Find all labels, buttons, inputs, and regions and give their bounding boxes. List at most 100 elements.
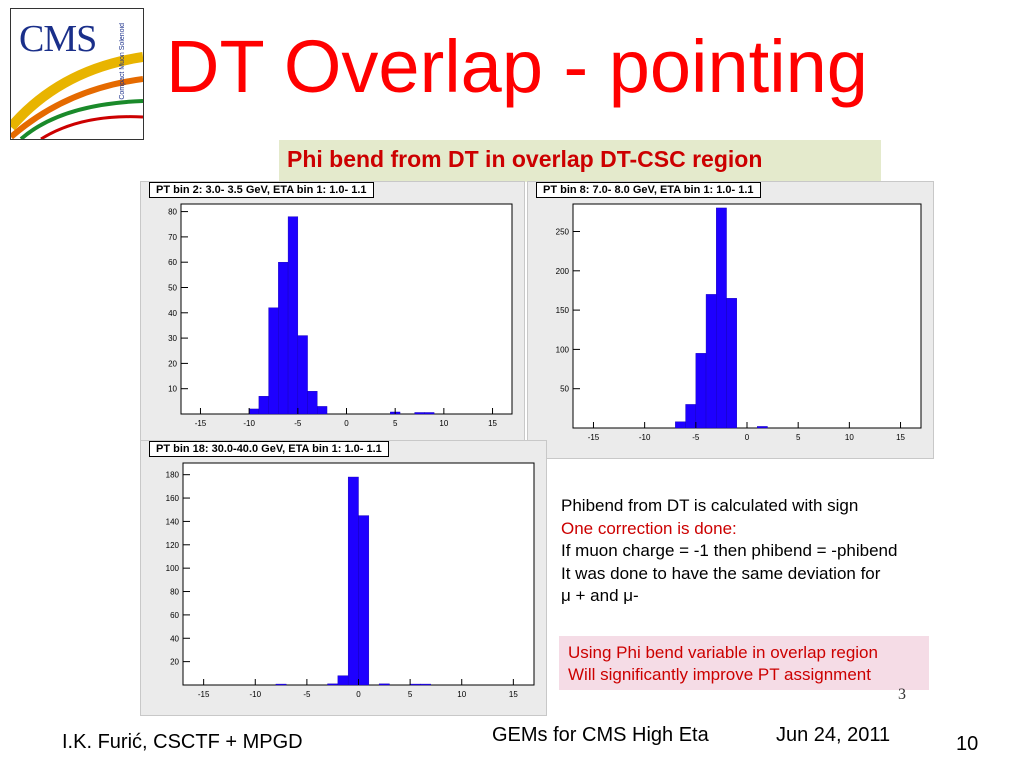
histogram-bar bbox=[317, 406, 328, 415]
y-tick-label: 200 bbox=[556, 267, 570, 276]
histogram-bar bbox=[358, 515, 370, 686]
x-tick-label: 15 bbox=[896, 433, 905, 442]
histogram-bar bbox=[424, 412, 435, 415]
notes-line: It was done to have the same deviation f… bbox=[561, 563, 881, 583]
histogram-plot: -15 -10 -5 0 5 10 15 20 40 60 80 100 120 140 160 180 bbox=[166, 462, 535, 699]
slide-title: DT Overlap - pointing bbox=[166, 25, 868, 108]
y-tick-label: 30 bbox=[168, 334, 177, 343]
highlight-line: Will significantly improve PT assignment bbox=[568, 665, 871, 684]
histogram-bar bbox=[307, 391, 318, 415]
y-tick-label: 70 bbox=[168, 233, 177, 242]
histogram-plot: -15 -10 -5 0 5 10 15 10 20 30 40 50 60 70 80 bbox=[168, 203, 513, 428]
x-tick-label: 0 bbox=[745, 433, 750, 442]
histogram-bar bbox=[268, 307, 279, 415]
x-tick-label: -15 bbox=[588, 433, 600, 442]
histogram-bar bbox=[337, 675, 349, 686]
histogram-bar bbox=[297, 335, 308, 415]
x-tick-label: 0 bbox=[344, 419, 349, 428]
footer-date: Jun 24, 2011 bbox=[776, 724, 891, 746]
histogram-bar bbox=[248, 408, 260, 415]
y-tick-label: 60 bbox=[170, 611, 179, 620]
footer-page-number: 10 bbox=[956, 733, 979, 755]
y-tick-label: 140 bbox=[166, 517, 180, 526]
y-tick-label: 100 bbox=[556, 345, 570, 354]
histogram-bar bbox=[695, 353, 707, 429]
y-tick-label: 180 bbox=[166, 471, 180, 480]
histogram-bar bbox=[685, 404, 697, 429]
x-tick-label: 10 bbox=[845, 433, 854, 442]
y-tick-label: 100 bbox=[166, 564, 180, 573]
histogram-bar bbox=[378, 683, 390, 686]
histogram-bar bbox=[287, 216, 299, 415]
histogram-bar bbox=[675, 421, 686, 429]
histogram-title: PT bin 18: 30.0-40.0 GeV, ETA bin 1: 1.0… bbox=[149, 441, 389, 457]
highlight-line: Using Phi bend variable in overlap regio… bbox=[568, 643, 878, 662]
x-tick-label: -10 bbox=[243, 419, 255, 428]
histogram-panel-pt-bin-18: PT bin 18: 30.0-40.0 GeV, ETA bin 1: 1.0… bbox=[140, 440, 547, 716]
footer-author: I.K. Furić, CSCTF + MPGD bbox=[62, 731, 303, 753]
y-tick-label: 60 bbox=[168, 258, 177, 267]
y-tick-label: 50 bbox=[560, 385, 569, 394]
y-tick-label: 20 bbox=[170, 658, 179, 667]
x-tick-label: 10 bbox=[439, 419, 448, 428]
histogram-bar bbox=[716, 207, 727, 429]
histogram-bar bbox=[705, 294, 717, 429]
x-tick-label: 15 bbox=[509, 690, 518, 699]
notes-line: If muon charge = -1 then phibend = -phib… bbox=[561, 541, 898, 560]
x-tick-label: -5 bbox=[294, 419, 302, 428]
histogram-title: PT bin 8: 7.0- 8.0 GeV, ETA bin 1: 1.0- … bbox=[536, 182, 761, 198]
inner-page-number: 3 bbox=[898, 686, 906, 703]
histogram-bar bbox=[726, 298, 737, 429]
x-tick-label: -5 bbox=[692, 433, 700, 442]
cms-logo-text: CMS bbox=[19, 18, 97, 60]
x-tick-label: -15 bbox=[198, 690, 210, 699]
histogram-bar bbox=[347, 476, 359, 686]
cms-logo: CMS Compact Muon Solenoid bbox=[10, 8, 144, 140]
subtitle-band bbox=[279, 140, 881, 182]
y-tick-label: 40 bbox=[170, 634, 179, 643]
histogram-bar bbox=[258, 396, 269, 415]
y-tick-label: 160 bbox=[166, 494, 180, 503]
highlight-box bbox=[559, 636, 929, 690]
y-tick-label: 50 bbox=[168, 283, 177, 292]
histogram-bar bbox=[757, 426, 768, 429]
y-tick-label: 80 bbox=[170, 588, 179, 597]
y-tick-label: 20 bbox=[168, 359, 177, 368]
histogram-bar bbox=[420, 683, 431, 686]
slide-subtitle: Phi bend from DT in overlap DT-CSC regio… bbox=[287, 146, 763, 172]
highlight-text: Using Phi bend variable in overlap regio… bbox=[568, 642, 878, 686]
x-tick-label: -10 bbox=[249, 690, 261, 699]
x-tick-label: -10 bbox=[639, 433, 651, 442]
histogram-bar bbox=[327, 683, 339, 686]
y-tick-label: 150 bbox=[556, 306, 570, 315]
y-tick-label: 80 bbox=[168, 208, 177, 217]
histogram-panel-pt-bin-8: PT bin 8: 7.0- 8.0 GeV, ETA bin 1: 1.0- … bbox=[527, 181, 934, 459]
y-tick-label: 40 bbox=[168, 309, 177, 318]
x-tick-label: 0 bbox=[356, 690, 361, 699]
notes-line: Phibend from DT is calculated with sign bbox=[561, 496, 859, 515]
histogram-bar bbox=[414, 412, 425, 415]
notes-text: Phibend from DT is calculated with sign … bbox=[561, 495, 897, 608]
footer-event: GEMs for CMS High Eta bbox=[492, 724, 709, 746]
x-tick-label: 5 bbox=[408, 690, 413, 699]
x-tick-label: -15 bbox=[195, 419, 207, 428]
histogram-bar bbox=[278, 261, 289, 415]
notes-line: One correction is done: bbox=[561, 518, 737, 538]
histogram-title: PT bin 2: 3.0- 3.5 GeV, ETA bin 1: 1.0- … bbox=[149, 182, 374, 198]
x-tick-label: 15 bbox=[488, 419, 497, 428]
histogram-bar bbox=[409, 683, 421, 686]
x-tick-label: 5 bbox=[393, 419, 398, 428]
x-tick-label: -5 bbox=[303, 690, 311, 699]
cms-logo-arcs-icon bbox=[11, 52, 143, 139]
cms-logo-subtext: Compact Muon Solenoid bbox=[119, 23, 126, 100]
plot-frame bbox=[180, 203, 513, 415]
y-tick-label: 250 bbox=[556, 228, 570, 237]
histogram-plot: -15 -10 -5 0 5 10 15 50 100 150 200 250 bbox=[556, 203, 922, 442]
histogram-bar bbox=[275, 683, 287, 686]
plot-frame bbox=[572, 203, 922, 429]
y-tick-label: 10 bbox=[168, 385, 177, 394]
x-tick-label: 5 bbox=[796, 433, 801, 442]
notes-line: μ + and μ- bbox=[561, 586, 639, 605]
histogram-panel-pt-bin-2: PT bin 2: 3.0- 3.5 GeV, ETA bin 1: 1.0- … bbox=[140, 181, 525, 445]
x-tick-label: 10 bbox=[457, 690, 466, 699]
